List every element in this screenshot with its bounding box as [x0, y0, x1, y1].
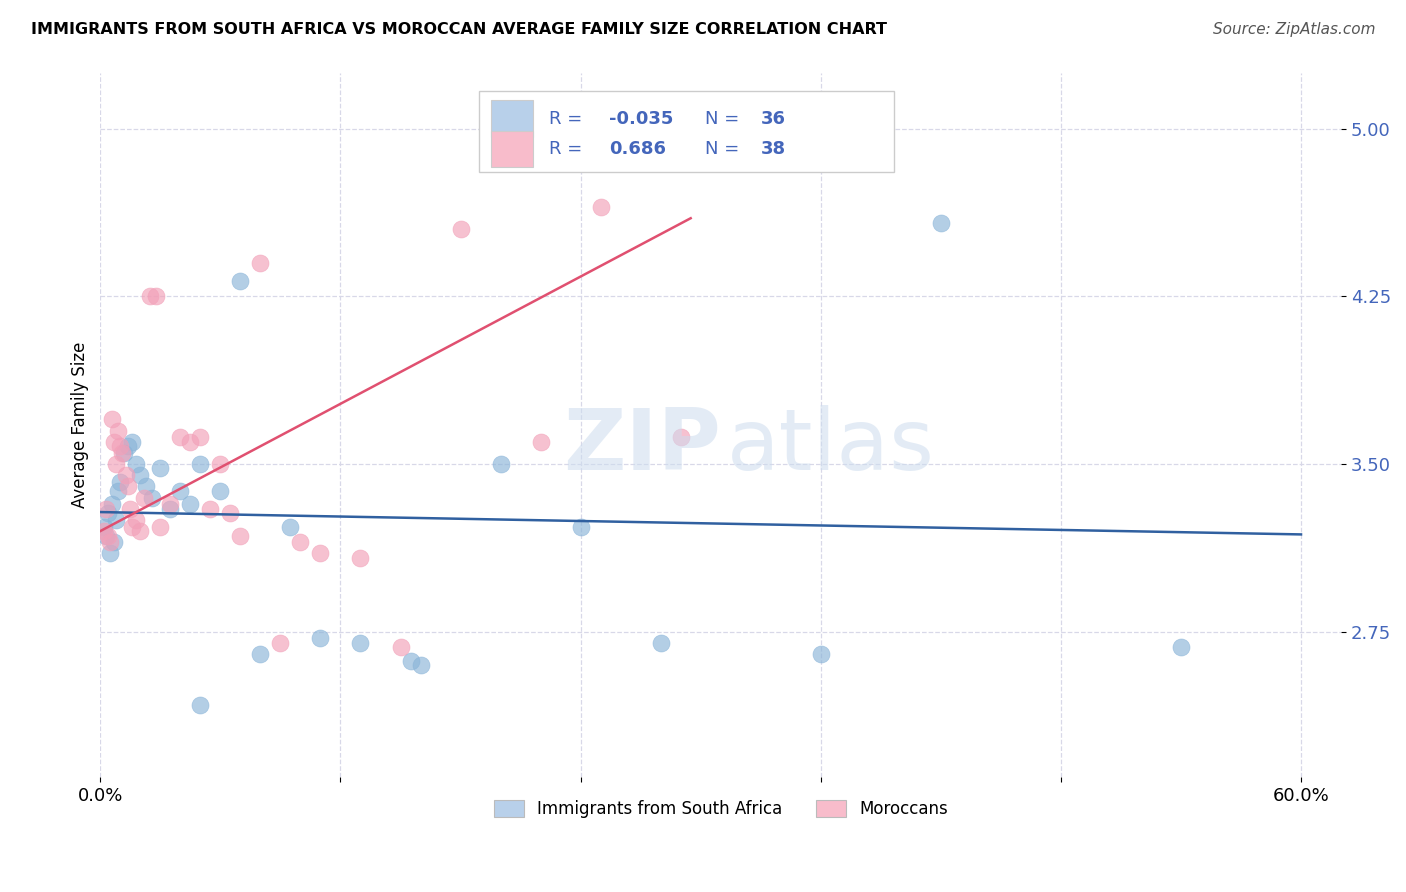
- Point: [110, 475, 132, 489]
- Point: [93, 519, 115, 533]
- Text: N =: N =: [704, 110, 745, 128]
- Text: atlas: atlas: [727, 405, 935, 488]
- Point: [117, 479, 139, 493]
- Point: [389, 640, 412, 655]
- Text: IMMIGRANTS FROM SOUTH AFRICA VS MOROCCAN AVERAGE FAMILY SIZE CORRELATION CHART: IMMIGRANTS FROM SOUTH AFRICA VS MOROCCAN…: [31, 22, 887, 37]
- Point: [249, 647, 271, 661]
- Text: R =: R =: [550, 140, 589, 158]
- Point: [810, 647, 832, 661]
- Point: [229, 528, 252, 542]
- Point: [105, 457, 128, 471]
- Point: [179, 497, 201, 511]
- Point: [159, 501, 181, 516]
- Point: [669, 430, 692, 444]
- Point: [229, 274, 252, 288]
- Point: [179, 434, 201, 449]
- Point: [125, 457, 148, 471]
- Legend: Immigrants from South Africa, Moroccans: Immigrants from South Africa, Moroccans: [486, 793, 955, 825]
- Point: [103, 434, 125, 449]
- Point: [200, 501, 222, 516]
- Point: [139, 289, 162, 303]
- Point: [349, 550, 371, 565]
- FancyBboxPatch shape: [491, 101, 533, 137]
- Point: [569, 519, 592, 533]
- Point: [219, 506, 242, 520]
- Point: [121, 519, 143, 533]
- Point: [290, 535, 312, 549]
- Point: [149, 519, 172, 533]
- Point: [159, 497, 181, 511]
- Point: [249, 256, 271, 270]
- Point: [107, 424, 129, 438]
- Text: N =: N =: [704, 140, 745, 158]
- Point: [409, 658, 432, 673]
- Point: [190, 430, 212, 444]
- Point: [111, 446, 134, 460]
- Point: [399, 654, 422, 668]
- Point: [105, 513, 128, 527]
- Point: [280, 519, 302, 533]
- Point: [117, 439, 139, 453]
- Point: [169, 430, 191, 444]
- Text: Source: ZipAtlas.com: Source: ZipAtlas.com: [1212, 22, 1375, 37]
- Point: [489, 457, 512, 471]
- Point: [101, 412, 124, 426]
- Point: [98, 535, 121, 549]
- Text: 0.686: 0.686: [609, 140, 666, 158]
- Point: [125, 513, 148, 527]
- Point: [115, 468, 138, 483]
- Point: [112, 446, 135, 460]
- Point: [1170, 640, 1192, 655]
- Point: [209, 457, 232, 471]
- Point: [97, 528, 120, 542]
- Point: [190, 698, 212, 713]
- Text: 36: 36: [761, 110, 786, 128]
- Point: [121, 434, 143, 449]
- Point: [589, 200, 612, 214]
- FancyBboxPatch shape: [479, 91, 894, 171]
- Point: [269, 636, 291, 650]
- Point: [450, 222, 472, 236]
- Point: [149, 461, 172, 475]
- Point: [98, 546, 121, 560]
- Y-axis label: Average Family Size: Average Family Size: [72, 342, 89, 508]
- Point: [120, 501, 142, 516]
- Point: [309, 546, 332, 560]
- Point: [97, 506, 120, 520]
- Text: ZIP: ZIP: [562, 405, 721, 488]
- Point: [110, 439, 132, 453]
- Point: [650, 636, 672, 650]
- Point: [134, 491, 156, 505]
- Point: [209, 483, 232, 498]
- Point: [107, 483, 129, 498]
- Point: [929, 216, 952, 230]
- Point: [169, 483, 191, 498]
- Point: [145, 289, 167, 303]
- Text: 38: 38: [761, 140, 786, 158]
- Point: [135, 479, 157, 493]
- Point: [190, 457, 212, 471]
- Point: [529, 434, 551, 449]
- Point: [103, 535, 125, 549]
- Point: [309, 632, 332, 646]
- Point: [101, 497, 124, 511]
- Point: [93, 524, 115, 538]
- Point: [129, 468, 152, 483]
- Point: [349, 636, 371, 650]
- Text: R =: R =: [550, 110, 589, 128]
- Point: [129, 524, 152, 538]
- Point: [96, 501, 118, 516]
- Point: [141, 491, 163, 505]
- Point: [96, 528, 118, 542]
- Text: -0.035: -0.035: [609, 110, 673, 128]
- FancyBboxPatch shape: [491, 131, 533, 168]
